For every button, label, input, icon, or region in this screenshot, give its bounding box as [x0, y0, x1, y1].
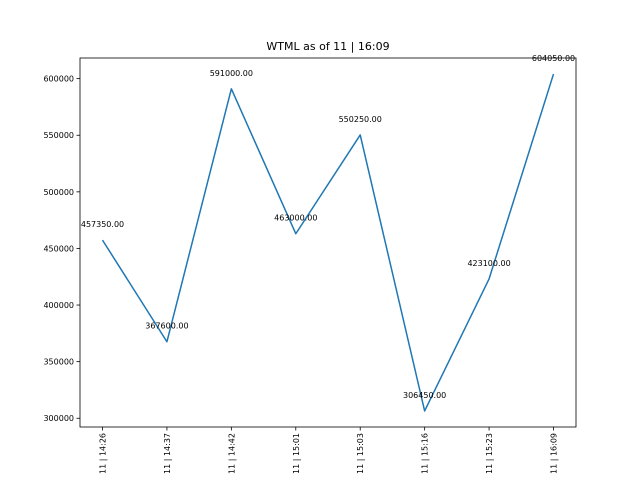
y-tick-label: 400000	[43, 301, 74, 310]
data-label: 423100.00	[467, 259, 510, 268]
x-tick-label: 11 | 15:16	[421, 433, 430, 474]
x-tick-label: 11 | 15:23	[485, 433, 494, 474]
data-label: 604050.00	[532, 54, 575, 63]
y-tick-label: 350000	[43, 358, 74, 367]
x-tick-label: 11 | 16:09	[550, 433, 559, 474]
y-tick-label: 550000	[43, 131, 74, 140]
series-line	[101, 73, 555, 412]
series-group	[101, 73, 555, 412]
plot-area-frame	[79, 57, 577, 428]
data-labels-group: 457350.00 367600.00 591000.00 463000.00 5502…	[81, 54, 575, 400]
x-tick-label: 11 | 15:01	[292, 433, 301, 474]
y-tick-label: 500000	[43, 188, 74, 197]
data-label: 550250.00	[339, 115, 382, 124]
y-tick-label: 450000	[43, 244, 74, 253]
chart-title: WTML as of 11 | 16:09	[266, 40, 389, 53]
x-axis: 11 | 14:26 11 | 14:37 11 | 14:42 11 | 15:01…	[99, 427, 559, 474]
x-tick-label: 11 | 14:42	[227, 433, 236, 474]
data-label: 367600.00	[145, 322, 188, 331]
data-label: 306450.00	[403, 391, 446, 400]
x-tick-label: 11 | 14:26	[99, 433, 108, 474]
data-label: 591000.00	[210, 69, 253, 78]
x-tick-label: 11 | 14:37	[163, 433, 172, 474]
x-tick-label: 11 | 15:03	[356, 433, 365, 474]
y-tick-label: 600000	[43, 75, 74, 84]
data-label: 463000.00	[274, 214, 317, 223]
y-tick-label: 300000	[43, 414, 74, 423]
data-label: 457350.00	[81, 220, 124, 229]
y-axis: 300000 350000 400000 450000 500000 550000 6000…	[43, 75, 80, 423]
